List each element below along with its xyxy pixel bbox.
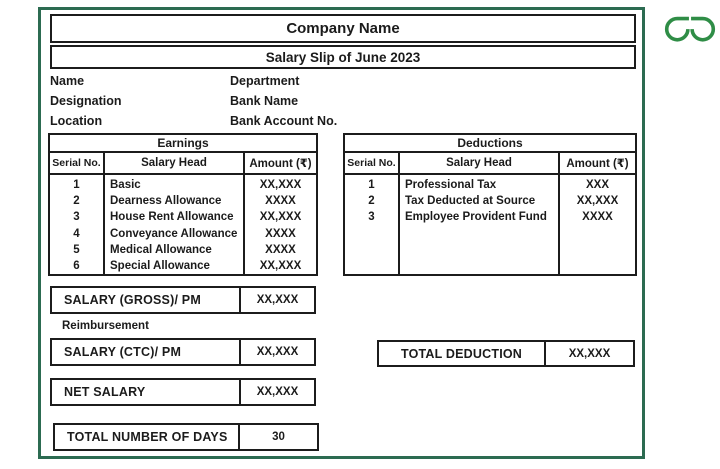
table-cell: XX,XXX [576,195,619,208]
table-cell: XXXX [265,227,296,240]
total-deduction-label: TOTAL DEDUCTION [400,346,523,361]
table-cell: House Rent Allowance [110,211,234,224]
table-cell: XXXX [265,243,296,256]
total-deduction-box: TOTAL DEDUCTION XX,XXX [377,340,635,367]
table-cell: XX,XXX [259,259,302,272]
table-cell: 6 [73,259,80,272]
total-days-label: TOTAL NUMBER OF DAYS [67,430,228,444]
table-cell: Dearness Allowance [110,195,222,208]
table-cell: Special Allowance [110,259,210,272]
earnings-amount-column: XX,XXX XXXX XX,XXX XXXX XXXX XX,XXX [243,175,316,274]
table-cell: Basic [110,179,141,191]
deductions-col-serial: Serial No. [345,153,400,173]
company-name-header: Company Name [50,14,636,43]
salary-gross-label: SALARY (GROSS)/ PM [64,293,201,307]
info-label-location: Location [50,114,103,128]
deductions-serial-column: 1 2 3 [345,175,400,274]
table-cell: Medical Allowance [110,243,212,256]
table-cell: 2 [368,195,375,208]
table-cell: 3 [368,211,375,224]
deductions-head-column: Professional Tax Tax Deducted at Source … [400,175,558,274]
deductions-col-head: Salary Head [446,157,512,169]
table-cell: 3 [73,211,80,224]
info-label-bank-account: Bank Account No. [230,114,338,128]
earnings-col-head: Salary Head [141,157,207,169]
deductions-table: Deductions Serial No. Salary Head Amount… [343,133,637,276]
earnings-table-body: 1 2 3 4 5 6 Basic Dearness Allowance Hou… [50,175,316,274]
slip-title-text: Salary Slip of June 2023 [265,49,421,65]
table-cell: Tax Deducted at Source [405,195,536,208]
net-salary-box: NET SALARY XX,XXX [50,378,316,406]
total-days-box: TOTAL NUMBER OF DAYS 30 [53,423,319,451]
earnings-table-header: Serial No. Salary Head Amount (₹) [50,153,316,175]
info-row: Name Department [50,74,610,90]
info-label-bank-name: Bank Name [230,94,299,108]
table-cell: Professional Tax [405,179,497,191]
deductions-col-amount: Amount (₹) [558,153,635,173]
table-cell: 4 [73,227,80,240]
total-days-value: 30 [238,425,317,449]
reimbursement-label: Reimbursement [62,320,149,332]
salary-gross-box: SALARY (GROSS)/ PM XX,XXX [50,286,316,314]
table-cell: XX,XXX [259,179,302,191]
table-cell: 5 [73,243,80,256]
salary-gross-value: XX,XXX [239,288,314,312]
info-label-name: Name [50,74,85,88]
net-salary-label: NET SALARY [64,385,146,399]
earnings-table-title: Earnings [50,135,316,153]
deductions-table-header: Serial No. Salary Head Amount (₹) [345,153,635,175]
info-label-designation: Designation [50,94,122,108]
deductions-amount-column: XXX XX,XXX XXXX [558,175,635,274]
table-cell: 2 [73,195,80,208]
geeksforgeeks-logo-icon [664,16,716,42]
table-cell: XX,XXX [259,211,302,224]
earnings-table: Earnings Serial No. Salary Head Amount (… [48,133,318,276]
table-cell: 1 [368,179,375,191]
deductions-table-title: Deductions [345,135,635,153]
table-cell: Conveyance Allowance [110,227,238,240]
table-cell: 1 [73,179,80,191]
company-name-text: Company Name [286,20,400,37]
slip-title-header: Salary Slip of June 2023 [50,45,636,69]
net-salary-value: XX,XXX [239,380,314,404]
table-cell: Employee Provident Fund [405,211,547,224]
earnings-col-amount: Amount (₹) [243,153,316,173]
total-deduction-value: XX,XXX [544,342,633,365]
salary-ctc-box: SALARY (CTC)/ PM XX,XXX [50,338,316,366]
table-cell: XXXX [582,211,613,224]
earnings-head-column: Basic Dearness Allowance House Rent Allo… [105,175,243,274]
table-cell: XXX [585,179,609,191]
deductions-table-body: 1 2 3 Professional Tax Tax Deducted at S… [345,175,635,274]
salary-ctc-label: SALARY (CTC)/ PM [64,345,182,359]
earnings-serial-column: 1 2 3 4 5 6 [50,175,105,274]
salary-ctc-value: XX,XXX [239,340,314,364]
earnings-col-serial: Serial No. [50,153,105,173]
info-row: Location Bank Account No. [50,114,610,130]
info-label-department: Department [230,74,300,88]
info-row: Designation Bank Name [50,94,610,110]
table-cell: XXXX [265,195,296,208]
